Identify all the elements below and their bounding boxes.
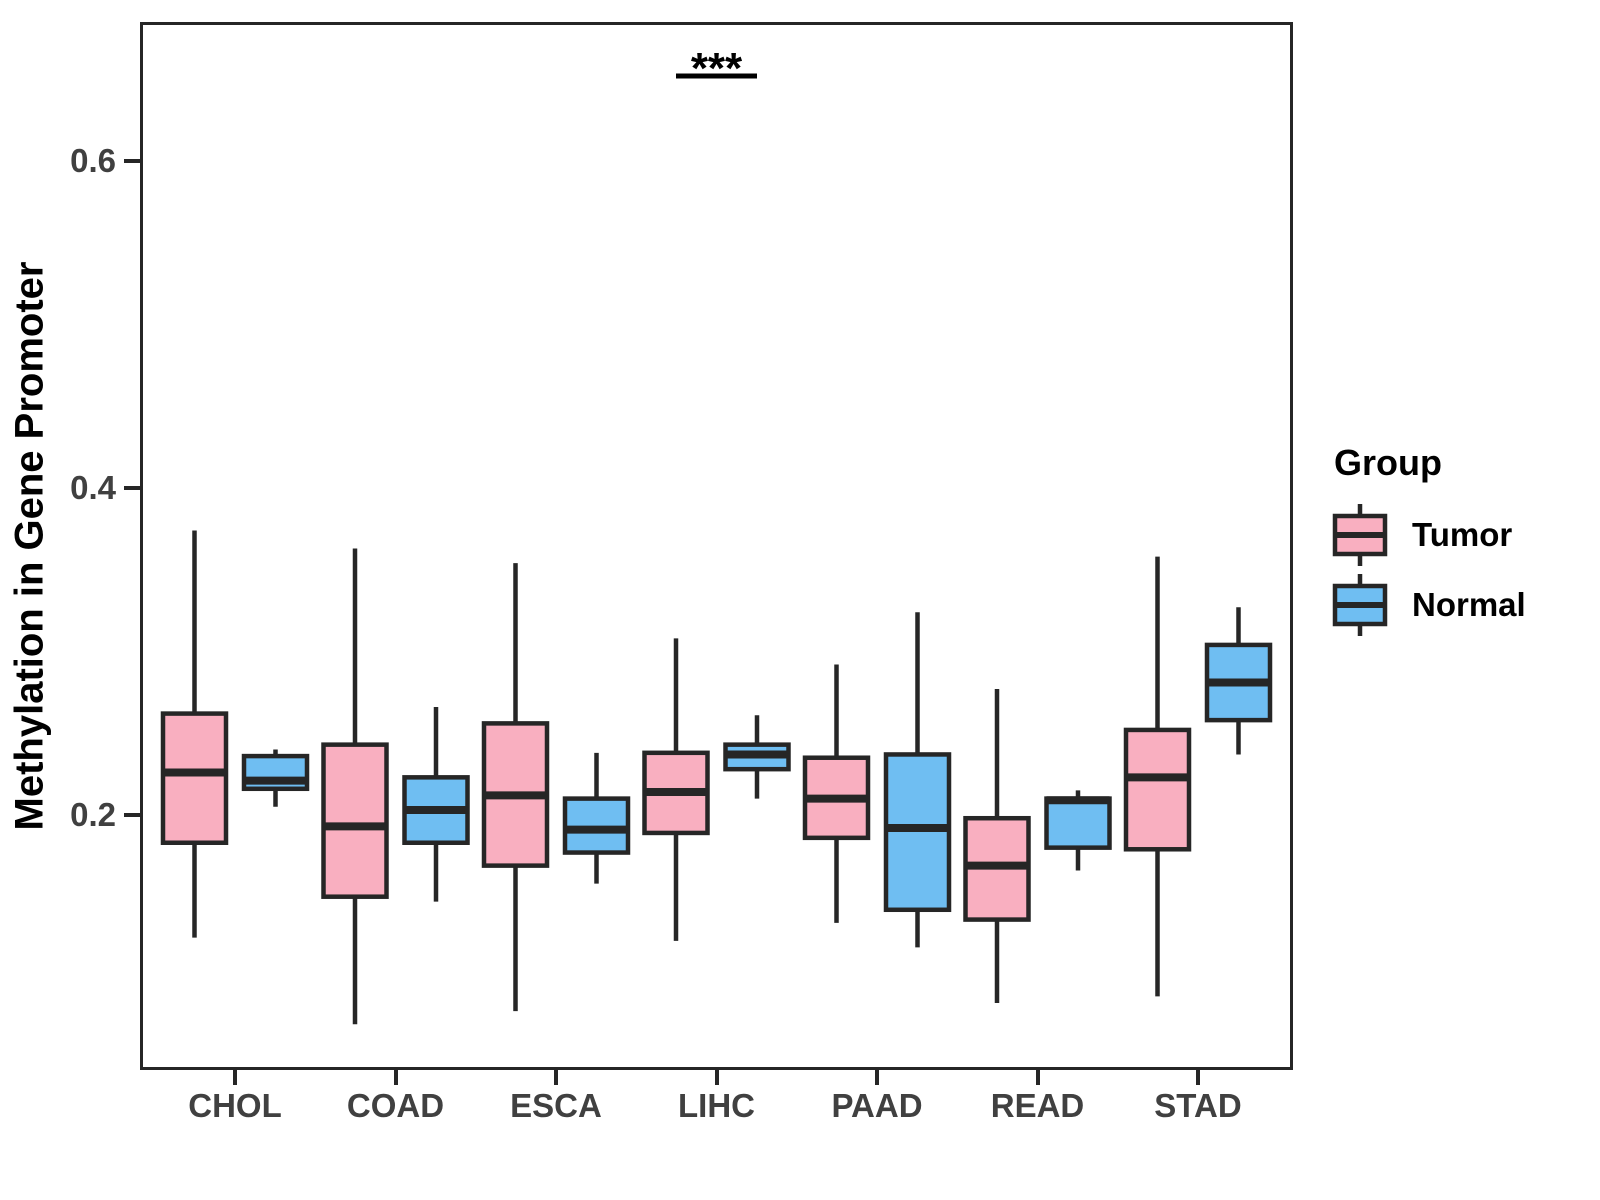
legend: Group Tumor Normal [1332, 442, 1592, 640]
y-axis-title: Methylation in Gene Promoter [7, 261, 52, 831]
boxplot-tumor-CHOL-box [160, 711, 229, 845]
x-tick-mark [1196, 1070, 1200, 1085]
x-tick-mark [1035, 1070, 1040, 1085]
boxplot-key-icon [1332, 504, 1388, 566]
x-tick-label: STAD [1154, 1087, 1242, 1124]
y-tick-label: 0.2 [70, 795, 116, 833]
x-tick-mark [875, 1070, 879, 1085]
legend-item-normal: Normal [1332, 570, 1592, 640]
y-tick-mark [124, 158, 140, 163]
boxplot-key-icon [1332, 574, 1388, 636]
x-tick-mark [554, 1070, 558, 1085]
x-tick-label: READ [990, 1087, 1085, 1124]
x-tick-label: ESCA [510, 1087, 602, 1124]
boxplot-canvas: *** [160, 44, 1273, 1025]
boxplot-normal-READ-box [1044, 796, 1112, 850]
boxplot-tumor-COAD-box [321, 742, 389, 899]
legend-item-tumor: Tumor [1332, 500, 1592, 570]
x-tick-mark [714, 1070, 719, 1085]
y-tick-mark [124, 812, 140, 817]
legend-label-tumor: Tumor [1412, 516, 1513, 553]
boxplot-normal-PAAD-box [883, 752, 952, 913]
plot-panel: *** [140, 22, 1293, 1070]
legend-title: Group [1334, 442, 1442, 483]
x-tick-label: CHOL [188, 1087, 282, 1124]
x-tick-label: LIHC [678, 1087, 755, 1124]
x-tick-label: PAAD [831, 1087, 923, 1124]
y-tick-label: 0.4 [70, 468, 116, 506]
boxplot-tumor-STAD-box [1123, 727, 1192, 852]
y-tick-label: 0.6 [70, 141, 116, 179]
x-tick-mark [233, 1070, 237, 1085]
boxplot-normal-ESCA-box [562, 796, 631, 855]
y-tick-mark [124, 485, 140, 490]
legend-label-normal: Normal [1412, 586, 1526, 623]
x-tick-label: COAD [346, 1087, 445, 1124]
significance-stars: *** [691, 44, 743, 93]
x-tick-mark [393, 1070, 398, 1085]
